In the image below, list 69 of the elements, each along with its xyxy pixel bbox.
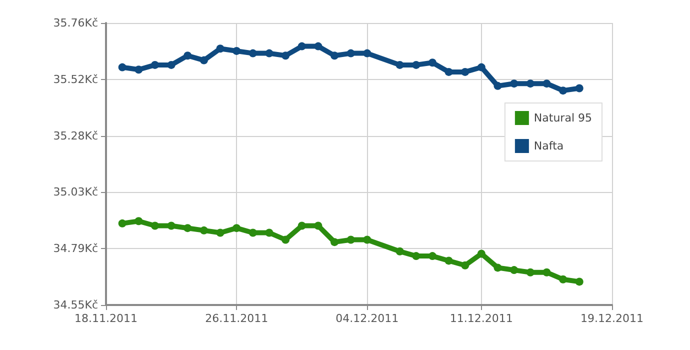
point [444, 68, 453, 76]
point [428, 58, 436, 67]
y-tick-label: 34.79Kč [53, 242, 98, 256]
point [396, 247, 404, 256]
point [412, 252, 420, 260]
point [396, 60, 404, 69]
point [150, 222, 159, 230]
x-tick-label: 19.12.2011 [580, 312, 644, 325]
point [494, 82, 502, 90]
y-tick-label: 35.03Kč [53, 186, 98, 199]
point [526, 80, 534, 88]
point [510, 80, 518, 88]
point [363, 236, 372, 244]
point [265, 228, 274, 237]
point [118, 63, 126, 72]
point [232, 224, 241, 232]
point [200, 226, 208, 234]
point [542, 268, 551, 276]
point [559, 275, 568, 284]
point [150, 60, 159, 69]
y-tick-label: 35.28Kč [53, 129, 98, 142]
x-tick-label: 04.12.2011 [336, 312, 399, 325]
legend-label: Natural 95 [534, 112, 592, 124]
point [167, 60, 176, 69]
point [282, 52, 290, 60]
point [298, 42, 306, 50]
point [232, 46, 241, 55]
point [346, 236, 355, 244]
point [346, 49, 355, 58]
point [134, 217, 143, 226]
point [184, 52, 192, 60]
point [559, 86, 568, 95]
point [298, 222, 306, 230]
point [248, 49, 257, 58]
point [248, 228, 257, 237]
point [330, 238, 339, 246]
point [184, 224, 192, 232]
point [461, 261, 470, 270]
point [526, 268, 534, 276]
point [216, 228, 224, 237]
x-tick-label: 11.12.2011 [450, 312, 513, 325]
point [363, 49, 372, 58]
x-tick-label: 18.11.2011 [74, 312, 138, 325]
point [428, 252, 436, 260]
point [444, 256, 453, 265]
point [167, 222, 176, 230]
point [461, 68, 470, 76]
point [265, 49, 274, 58]
point [216, 44, 224, 53]
point [412, 60, 420, 69]
point [118, 219, 126, 228]
point [542, 80, 551, 88]
point [477, 250, 486, 258]
point [282, 236, 290, 244]
point [575, 278, 584, 286]
y-tick-label: 34.55Kč [53, 298, 98, 312]
point [330, 52, 339, 60]
point [494, 264, 502, 272]
point [510, 266, 518, 274]
y-tick-label: 35.76Kč [53, 16, 98, 30]
y-tick-label: 35.52Kč [53, 72, 98, 86]
legend-label: Nafta [534, 140, 564, 152]
point [200, 56, 208, 64]
point [314, 42, 322, 50]
point [134, 66, 143, 74]
point [477, 63, 486, 72]
x-tick-label: 26.11.2011 [205, 312, 268, 325]
point [575, 84, 584, 92]
point [314, 222, 322, 230]
